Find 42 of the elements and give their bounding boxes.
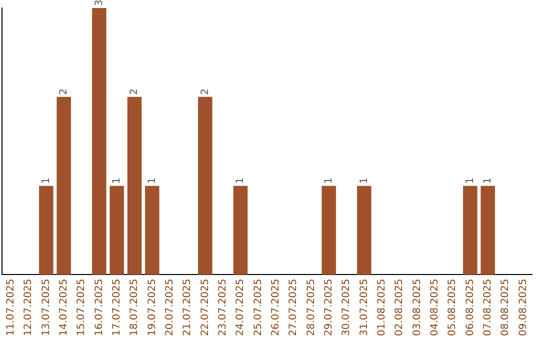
data-label: 1 xyxy=(323,177,334,184)
x-tick-label: 13.07.2025 xyxy=(40,278,52,336)
x-tick-label: 21.07.2025 xyxy=(182,278,194,336)
x-tick-label: 14.07.2025 xyxy=(58,278,70,336)
data-label: 3 xyxy=(94,0,105,6)
x-tick-label: 09.08.2025 xyxy=(518,278,529,336)
data-label: 1 xyxy=(111,177,122,184)
x-tick-label: 20.07.2025 xyxy=(164,278,176,336)
x-tick-label: 26.07.2025 xyxy=(270,278,282,336)
x-tick-label: 05.08.2025 xyxy=(447,278,458,336)
data-label: 1 xyxy=(146,177,158,184)
x-tick-label: 15.07.2025 xyxy=(76,278,88,336)
data-label: 2 xyxy=(129,88,140,95)
x-tick-label: 28.07.2025 xyxy=(306,278,317,336)
x-tick-label: 02.08.2025 xyxy=(394,278,406,336)
x-tick-label: 25.07.2025 xyxy=(252,278,264,336)
x-tick-label: 22.07.2025 xyxy=(200,278,211,336)
x-tick-label: 03.08.2025 xyxy=(412,278,423,336)
x-tick-label: 01.08.2025 xyxy=(376,278,388,336)
data-label: 2 xyxy=(200,88,211,95)
data-label: 1 xyxy=(358,177,370,184)
data-label: 1 xyxy=(40,177,52,184)
x-tick-label: 12.07.2025 xyxy=(23,278,34,336)
x-tick-label: 04.08.2025 xyxy=(429,278,440,336)
x-tick-label: 23.07.2025 xyxy=(217,278,228,336)
data-label: 1 xyxy=(235,177,246,184)
data-label: 1 xyxy=(482,177,494,184)
x-tick-label: 31.07.2025 xyxy=(358,278,370,336)
x-tick-label: 29.07.2025 xyxy=(323,278,334,336)
x-tick-label: 07.08.2025 xyxy=(482,278,494,336)
data-label: 1 xyxy=(464,177,476,184)
x-tick-label: 19.07.2025 xyxy=(146,278,158,336)
x-tick-label: 06.08.2025 xyxy=(464,278,476,336)
x-tick-label: 27.07.2025 xyxy=(288,278,300,336)
x-tick-label: 08.08.2025 xyxy=(500,278,512,336)
x-tick-label: 24.07.2025 xyxy=(235,278,246,336)
x-tick-label: 17.07.2025 xyxy=(111,278,122,336)
x-tick-label: 18.07.2025 xyxy=(129,278,140,336)
x-tick-label: 11.07.2025 xyxy=(5,278,16,336)
data-label: 2 xyxy=(58,88,70,95)
x-tick-label: 16.07.2025 xyxy=(94,278,105,336)
x-tick-label: 30.07.2025 xyxy=(341,278,352,336)
